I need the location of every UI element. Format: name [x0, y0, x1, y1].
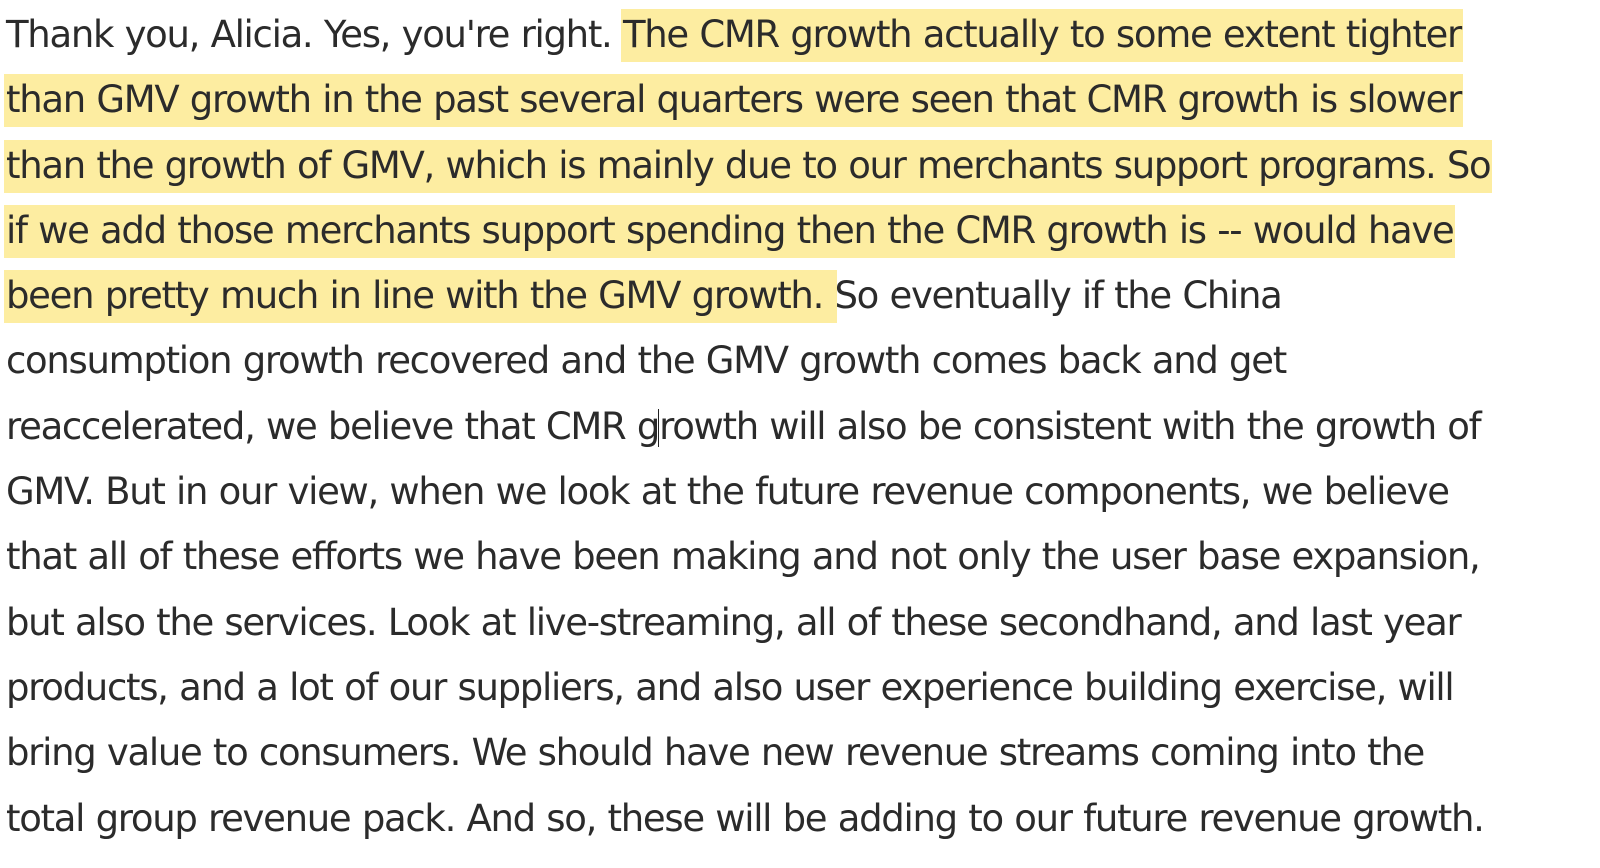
text-line: products, and a lot of our suppliers, an… [6, 655, 1576, 720]
highlighted-text[interactable]: The CMR growth actually to some extent t… [620, 9, 1463, 62]
plain-text: rowth will also be consistent with the g… [659, 404, 1482, 448]
text-line: that all of these efforts we have been m… [6, 524, 1576, 589]
text-line: GMV. But in our view, when we look at th… [6, 459, 1576, 524]
plain-text: So eventually if the China [834, 274, 1283, 318]
text-line: reaccelerated, we believe that CMR growt… [6, 394, 1576, 459]
plain-text: products, and a lot of our suppliers, an… [6, 665, 1455, 709]
plain-text: that all of these efforts we have been m… [6, 535, 1481, 579]
highlighted-text[interactable]: if we add those merchants support spendi… [4, 204, 1456, 258]
plain-text: consumption growth recovered and the GMV… [6, 339, 1287, 383]
text-line: than GMV growth in the past several quar… [4, 67, 1576, 132]
text-line: bring value to consumers. We should have… [6, 720, 1576, 785]
highlighted-text[interactable]: than GMV growth in the past several quar… [4, 74, 1464, 128]
text-line: but also the services. Look at live-stre… [6, 590, 1576, 655]
highlighted-text[interactable]: than the growth of GMV, which is mainly … [4, 139, 1493, 193]
text-line: if we add those merchants support spendi… [4, 198, 1576, 263]
text-line: Thank you, Alicia. Yes, you're right. Th… [6, 2, 1576, 67]
transcript-paragraph[interactable]: Thank you, Alicia. Yes, you're right. Th… [4, 2, 1576, 851]
plain-text: but also the services. Look at live-stre… [6, 600, 1462, 644]
plain-text: GMV. But in our view, when we look at th… [6, 470, 1450, 514]
highlighted-text[interactable]: been pretty much in line with the GMV gr… [4, 270, 837, 324]
text-line: been pretty much in line with the GMV gr… [4, 263, 1576, 328]
text-line: total group revenue pack. And so, these … [6, 786, 1576, 851]
plain-text: total group revenue pack. And so, these … [6, 796, 1485, 840]
plain-text: Thank you, Alicia. Yes, you're right. [6, 13, 623, 56]
text-line: consumption growth recovered and the GMV… [6, 328, 1576, 393]
text-line: than the growth of GMV, which is mainly … [4, 133, 1576, 198]
text-cursor [658, 408, 660, 447]
plain-text: reaccelerated, we believe that CMR g [6, 404, 660, 448]
plain-text: bring value to consumers. We should have… [6, 731, 1425, 775]
